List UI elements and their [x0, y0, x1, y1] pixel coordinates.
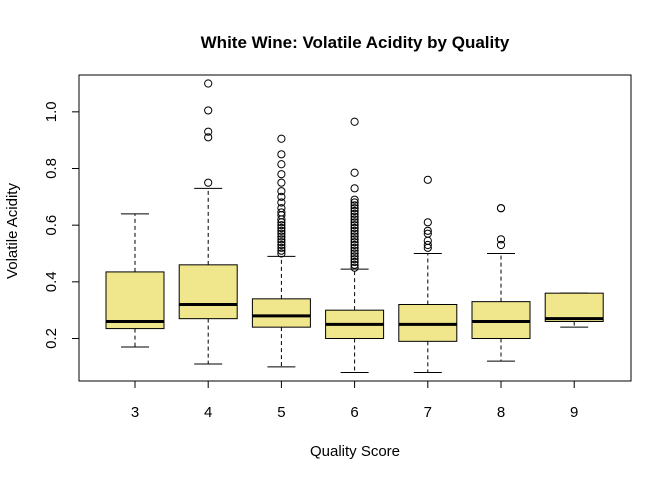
outlier-point [350, 198, 359, 207]
outlier-point [277, 150, 286, 159]
box-group-quality-9 [544, 292, 604, 328]
y-tick-label: 0.8 [43, 158, 60, 179]
x-tick-label: 3 [131, 404, 139, 421]
outlier-point [423, 229, 432, 238]
box-groups [105, 79, 604, 373]
outlier-point [350, 206, 359, 216]
outlier-point [350, 249, 359, 258]
y-tick-label: 0.6 [43, 215, 60, 236]
outlier-point [350, 221, 359, 230]
outlier-point [350, 243, 359, 252]
y-axis: 0.2 0.4 0.6 0.8 1.0 [43, 101, 80, 349]
y-tick-label: 0.2 [43, 328, 60, 349]
outlier-point [350, 204, 359, 213]
outlier-point [350, 257, 359, 267]
outlier-point [277, 204, 286, 213]
outlier-point [350, 168, 359, 177]
outlier-point [350, 226, 359, 235]
outlier-point [204, 106, 213, 115]
outlier-point [350, 232, 359, 241]
outlier-point [204, 79, 213, 88]
iqr-box [544, 292, 604, 322]
x-tick-label: 9 [570, 404, 578, 421]
box-group-quality-8 [471, 204, 531, 362]
outlier-point [423, 240, 432, 250]
outlier-point [350, 218, 359, 227]
outlier-point [496, 204, 506, 213]
outlier-point [277, 187, 286, 196]
outlier-point [277, 160, 286, 169]
box-group-quality-5 [251, 134, 311, 368]
box-group-quality-6 [325, 117, 385, 373]
outlier-point [423, 218, 432, 227]
x-axis-label: Quality Score [310, 443, 400, 460]
iqr-box [178, 264, 238, 320]
x-axis: 3 4 5 6 7 8 9 [131, 380, 578, 421]
y-axis-label: Volatile Acidity [4, 183, 21, 279]
outlier-point [350, 212, 359, 221]
outlier-point [277, 249, 286, 258]
x-tick-label: 5 [277, 404, 285, 421]
outlier-point [350, 240, 359, 250]
outlier-point [277, 232, 286, 241]
outlier-point [277, 192, 286, 201]
outlier-point [350, 184, 359, 193]
chart-title: White Wine: Volatile Acidity by Quality [201, 33, 510, 52]
outlier-point [277, 223, 286, 233]
outlier-point [277, 238, 286, 247]
x-tick-label: 4 [204, 404, 212, 421]
outlier-point [277, 221, 286, 230]
box-group-quality-4 [178, 79, 238, 365]
outlier-point [277, 246, 286, 255]
outlier-point [277, 170, 286, 179]
outlier-point [277, 235, 286, 244]
outlier-point [350, 252, 359, 261]
y-tick-label: 0.4 [43, 271, 60, 292]
box-group-quality-7 [398, 175, 458, 373]
outlier-point [350, 209, 359, 218]
outlier-point [277, 134, 286, 143]
outlier-point [277, 226, 286, 235]
y-tick-label: 1.0 [43, 101, 60, 122]
x-tick-label: 8 [497, 404, 505, 421]
x-tick-label: 7 [424, 404, 432, 421]
outlier-point [350, 223, 359, 233]
outlier-point [277, 240, 286, 250]
outlier-point [350, 235, 359, 244]
outlier-point [204, 178, 213, 187]
outlier-point [350, 246, 359, 255]
iqr-box [251, 298, 311, 328]
outlier-point [277, 208, 286, 217]
outlier-point [350, 201, 359, 210]
outlier-point [277, 178, 286, 187]
outlier-point [496, 240, 506, 250]
outlier-point [350, 117, 359, 126]
outlier-point [423, 236, 432, 245]
x-tick-label: 6 [350, 404, 358, 421]
outlier-point [423, 175, 432, 184]
outlier-point [350, 195, 359, 204]
outlier-point [496, 235, 506, 244]
outlier-point [277, 198, 286, 207]
outlier-point [423, 226, 432, 235]
box-group-quality-3 [105, 213, 165, 348]
outlier-point [350, 263, 359, 272]
outlier-point [277, 229, 286, 238]
outlier-point [350, 260, 359, 269]
outlier-point [350, 229, 359, 238]
outlier-point [204, 133, 213, 142]
outlier-point [350, 215, 359, 224]
outlier-point [350, 255, 359, 264]
outlier-point [350, 238, 359, 247]
outlier-point [277, 243, 286, 252]
iqr-box [105, 271, 165, 330]
outlier-point [204, 127, 213, 136]
